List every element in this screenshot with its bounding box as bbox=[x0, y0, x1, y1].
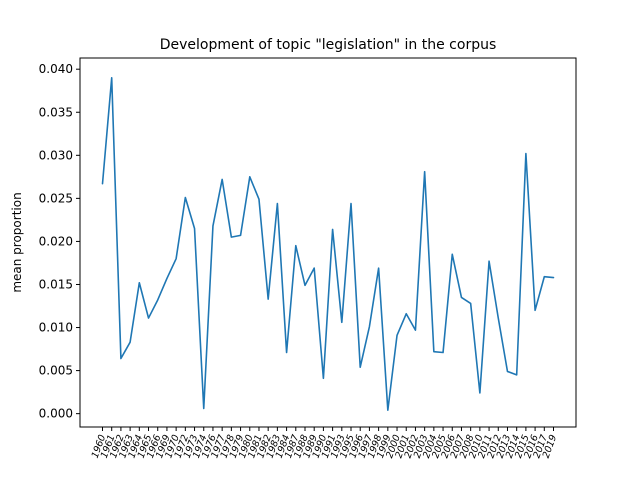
y-tick-label: 0.000 bbox=[39, 407, 73, 421]
series-line bbox=[101, 77, 555, 412]
y-tick-label: 0.010 bbox=[39, 321, 73, 335]
y-tick-label: 0.015 bbox=[39, 277, 73, 291]
y-tick-label: 0.025 bbox=[39, 191, 73, 205]
y-tick-label: 0.040 bbox=[39, 62, 73, 76]
y-axis: 0.000 0.005 0.010 0.015 0.020 0.025 0.030 0.035… bbox=[39, 62, 80, 421]
y-tick-label: 0.030 bbox=[39, 148, 73, 162]
plot-area-frame bbox=[79, 57, 577, 428]
chart-title: Development of topic "legislation" in th… bbox=[160, 37, 497, 53]
x-axis: 1960196119621963196419651966196919701972… bbox=[90, 427, 559, 460]
y-tick-label: 0.035 bbox=[39, 105, 73, 119]
y-tick-label: 0.020 bbox=[39, 234, 73, 248]
y-tick-label: 0.005 bbox=[39, 364, 73, 378]
y-axis-label: mean proportion bbox=[10, 192, 24, 292]
